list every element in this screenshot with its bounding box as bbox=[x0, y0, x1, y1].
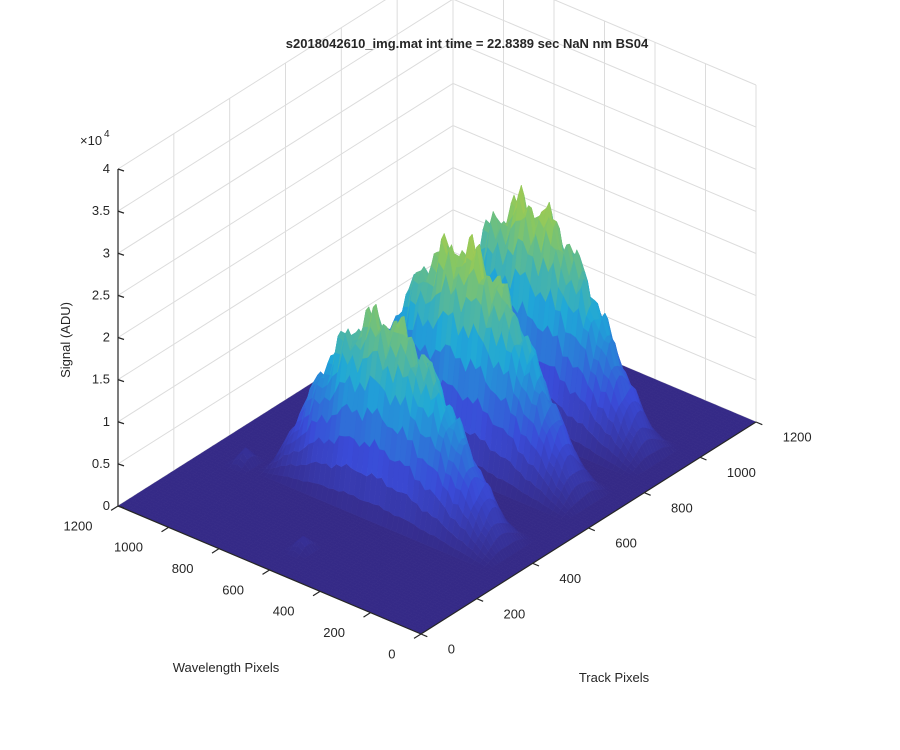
gridline-z bbox=[117, 40, 757, 254]
gridline-z bbox=[117, 0, 757, 212]
surface-layer bbox=[117, 185, 757, 635]
gridline-z bbox=[117, 0, 757, 170]
